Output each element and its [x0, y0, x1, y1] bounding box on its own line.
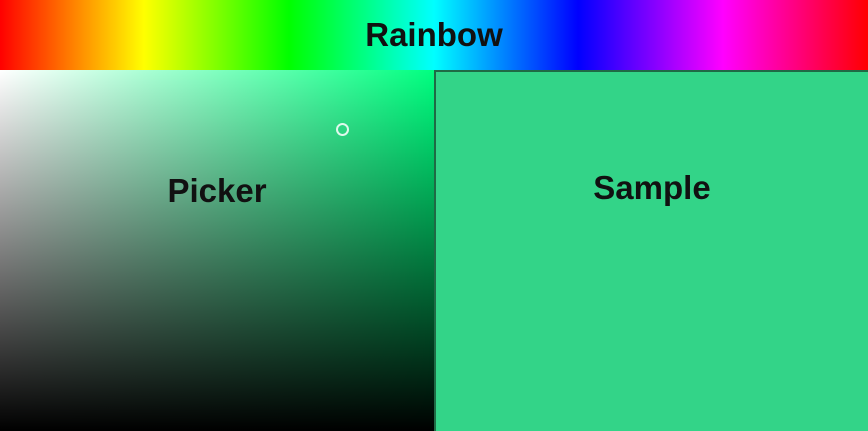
- saturation-value-picker[interactable]: Picker: [0, 70, 434, 431]
- sample-label: Sample: [593, 169, 711, 206]
- picker-handle-circle[interactable]: [336, 123, 349, 136]
- picker-label: Picker: [167, 172, 267, 209]
- hue-rainbow-bar[interactable]: Rainbow: [0, 0, 868, 70]
- sample-swatch: Sample: [434, 70, 868, 431]
- rainbow-label: Rainbow: [365, 16, 503, 53]
